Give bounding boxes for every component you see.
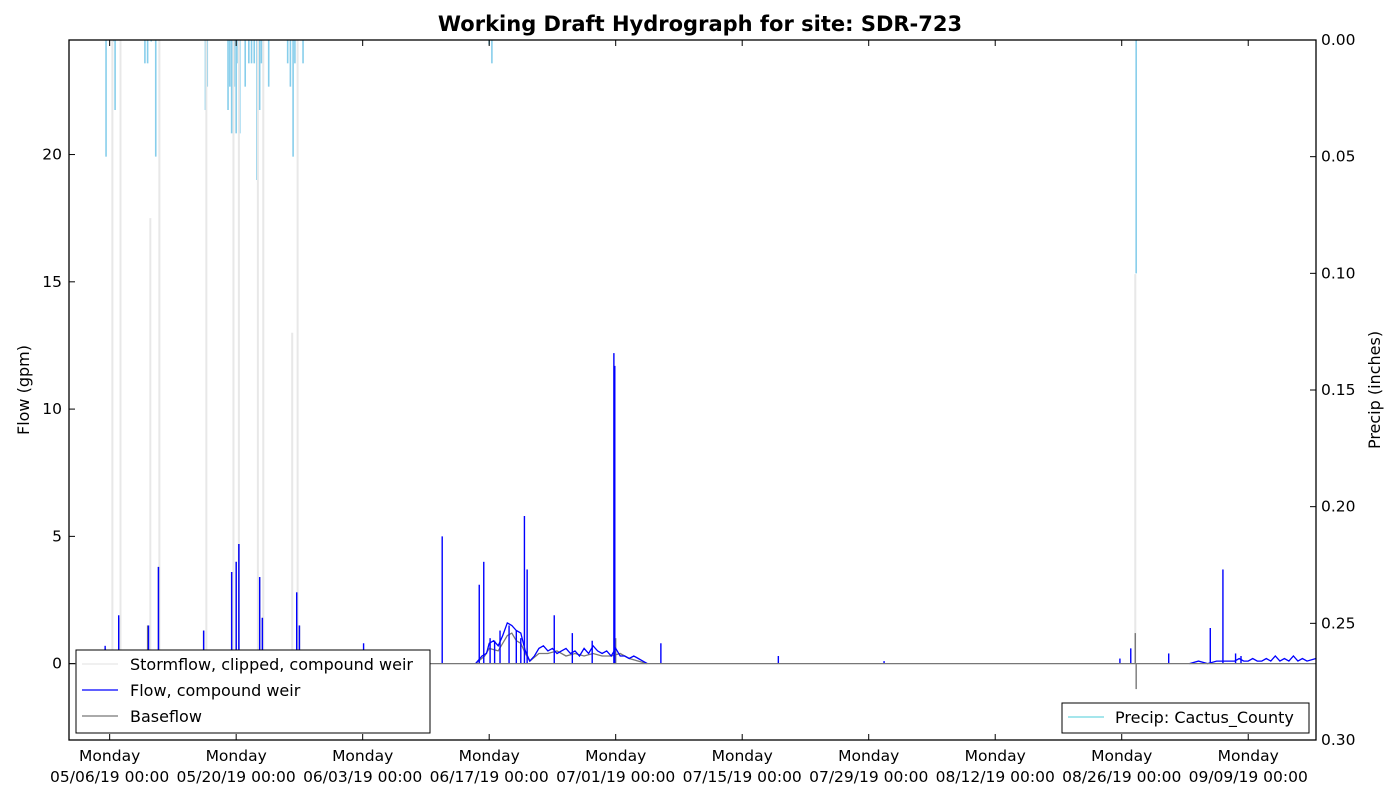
y-right-tick-label-5: 0.25	[1321, 614, 1356, 632]
legend-label-baseflow: Baseflow	[130, 707, 202, 726]
x-tick-label-day-7: Monday	[965, 747, 1026, 765]
y-right-tick-label-2: 0.10	[1321, 264, 1356, 282]
x-tick-label-day-2: Monday	[332, 747, 393, 765]
legend-label-precip: Precip: Cactus_County	[1115, 708, 1294, 728]
x-tick-label-date-2: 06/03/19 00:00	[303, 768, 422, 786]
y-right-tick-label-1: 0.05	[1321, 148, 1356, 166]
legend-precip: Precip: Cactus_County	[1061, 702, 1310, 734]
y-right-tick-label-0: 0.00	[1321, 31, 1356, 49]
legend-label-flow: Flow, compound weir	[130, 681, 301, 700]
x-tick-label-day-0: Monday	[79, 747, 140, 765]
x-tick-label-day-4: Monday	[585, 747, 646, 765]
x-tick-label-date-3: 06/17/19 00:00	[430, 768, 549, 786]
chart-title: Working Draft Hydrograph for site: SDR-7…	[438, 12, 962, 36]
x-tick-label-date-8: 08/26/19 00:00	[1062, 768, 1181, 786]
x-tick-label-date-7: 08/12/19 00:00	[936, 768, 1055, 786]
y-axis-left: 0 5 10 15 20	[42, 146, 75, 673]
x-tick-label-day-8: Monday	[1091, 747, 1152, 765]
x-axis: Monday 05/06/19 00:00 Monday 05/20/19 00:00…	[50, 40, 1308, 786]
flow-segment-0	[475, 621, 648, 665]
x-tick-label-date-6: 07/29/19 00:00	[809, 768, 928, 786]
x-tick-label-date-5: 07/15/19 00:00	[683, 768, 802, 786]
y-tick-label-1: 5	[52, 527, 62, 545]
x-tick-label-date-4: 07/01/19 00:00	[556, 768, 675, 786]
legend-flow-box	[75, 649, 431, 734]
stormflow-series	[111, 40, 1137, 664]
x-tick-label-day-6: Monday	[838, 747, 899, 765]
x-tick-label-day-1: Monday	[206, 747, 267, 765]
y-right-tick-label-4: 0.20	[1321, 498, 1356, 516]
x-tick-label-date-9: 09/09/19 00:00	[1189, 768, 1308, 786]
x-tick-label-day-5: Monday	[712, 747, 773, 765]
y-axis-label-right: Precip (inches)	[1365, 331, 1384, 449]
plot-background	[69, 40, 1316, 740]
y-tick-label-3: 15	[42, 273, 62, 291]
x-tick-label-day-9: Monday	[1218, 747, 1279, 765]
plot-area	[68, 39, 1317, 741]
y-right-tick-label-3: 0.15	[1321, 381, 1356, 399]
y-axis-right: 0.00 0.05 0.10 0.15 0.20 0.25 0.30	[1310, 31, 1356, 749]
legend-precip-box	[1061, 702, 1310, 734]
y-tick-label-0: 0	[52, 655, 62, 673]
y-tick-label-4: 20	[42, 146, 62, 164]
y-axis-label-left: Flow (gpm)	[14, 345, 33, 435]
y-tick-label-2: 10	[42, 400, 62, 418]
x-tick-label-date-0: 05/06/19 00:00	[50, 768, 169, 786]
legend-flow: Stormflow, clipped, compound weir Flow, …	[75, 649, 431, 734]
x-tick-label-day-3: Monday	[459, 747, 520, 765]
x-tick-label-date-1: 05/20/19 00:00	[177, 768, 296, 786]
y-right-tick-label-6: 0.30	[1321, 731, 1356, 749]
legend-label-stormflow: Stormflow, clipped, compound weir	[130, 655, 413, 674]
